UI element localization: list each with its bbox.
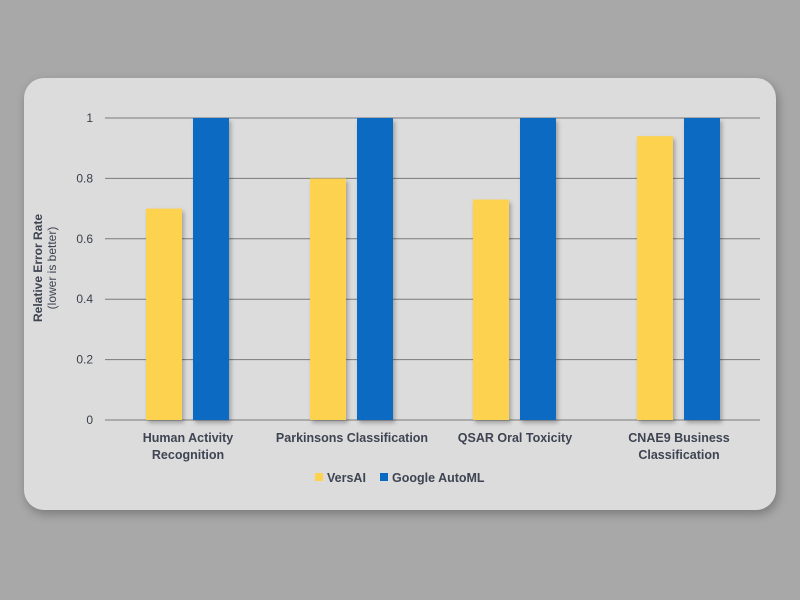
y-axis-label: Relative Error Rate: [31, 214, 45, 322]
x-axis-labels: Human Activity Recognition Parkinsons Clas…: [143, 431, 730, 462]
y-tick-label: 0.4: [76, 292, 93, 306]
x-category-label: Recognition: [152, 448, 224, 462]
y-tick-label: 0.8: [76, 171, 93, 185]
bar-versai: [637, 136, 673, 420]
bar-google-automl: [193, 118, 229, 420]
bar-google-automl: [684, 118, 720, 420]
x-category-label: Parkinsons Classification: [276, 431, 428, 445]
bar-google-automl: [520, 118, 556, 420]
bar-versai: [146, 208, 182, 420]
legend-label: Google AutoML: [392, 471, 485, 485]
y-tick-label: 0.2: [76, 353, 93, 367]
bar-google-automl: [357, 118, 393, 420]
legend-swatch: [315, 473, 323, 481]
legend: VersAI Google AutoML: [315, 471, 485, 485]
bars: [146, 118, 720, 420]
legend-label: VersAI: [327, 471, 366, 485]
y-axis-ticks: 0 0.2 0.4 0.6 0.8 1: [76, 111, 93, 427]
x-category-label: Classification: [638, 448, 719, 462]
y-axis-sublabel: (lower is better): [45, 227, 59, 310]
y-axis-title: Relative Error Rate (lower is better): [31, 214, 59, 322]
legend-swatch: [380, 473, 388, 481]
bar-versai: [473, 199, 509, 420]
bar-versai: [310, 178, 346, 420]
y-tick-label: 0: [86, 413, 93, 427]
x-category-label: QSAR Oral Toxicity: [458, 431, 572, 445]
x-category-label: Human Activity: [143, 431, 234, 445]
y-tick-label: 0.6: [76, 232, 93, 246]
x-category-label: CNAE9 Business: [628, 431, 729, 445]
y-tick-label: 1: [86, 111, 93, 125]
